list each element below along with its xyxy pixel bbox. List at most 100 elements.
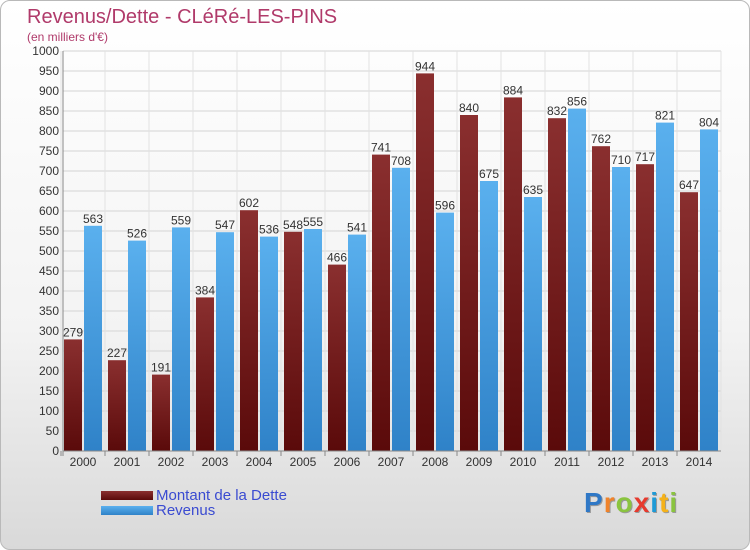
y-tick-label: 600 <box>39 204 59 218</box>
data-label-revenue: 856 <box>567 95 587 109</box>
bar-debt <box>372 154 390 451</box>
y-tick-label: 400 <box>39 284 59 298</box>
data-label-debt: 191 <box>151 361 171 375</box>
bar-revenue <box>700 129 718 451</box>
bar-revenue <box>436 212 454 451</box>
x-tick-label: 2013 <box>642 455 669 469</box>
x-tick-label: 2008 <box>422 455 449 469</box>
data-label-revenue: 708 <box>391 154 411 168</box>
legend-swatch-debt <box>101 491 153 500</box>
data-label-revenue: 555 <box>303 215 323 229</box>
bar-debt <box>108 360 126 451</box>
data-label-revenue: 804 <box>699 115 719 129</box>
x-tick-label: 2006 <box>334 455 361 469</box>
bar-debt <box>328 264 346 451</box>
data-label-debt: 548 <box>283 218 303 232</box>
data-label-revenue: 635 <box>523 183 543 197</box>
data-label-revenue: 559 <box>171 213 191 227</box>
y-tick-label: 500 <box>39 244 59 258</box>
bar-revenue <box>480 181 498 451</box>
x-tick-label: 2001 <box>114 455 141 469</box>
chart-title: Revenus/Dette - CLéRé-LES-PINS <box>27 6 338 28</box>
bar-revenue <box>260 236 278 451</box>
y-tick-label: 900 <box>39 84 59 98</box>
bar-debt <box>196 297 214 451</box>
data-label-debt: 279 <box>63 325 83 339</box>
data-label-debt: 466 <box>327 251 347 265</box>
y-tick-label: 100 <box>39 404 59 418</box>
data-label-revenue: 675 <box>479 167 499 181</box>
y-tick-label: 550 <box>39 224 59 238</box>
bar-revenue <box>392 167 410 452</box>
y-tick-label: 250 <box>39 344 59 358</box>
legend-label-revenue: Revenus <box>156 502 216 519</box>
bar-debt <box>636 164 654 451</box>
x-tick-label: 2005 <box>290 455 317 469</box>
x-tick-label: 2007 <box>378 455 405 469</box>
bar-debt <box>416 73 434 452</box>
data-label-revenue: 563 <box>83 212 103 226</box>
bar-debt <box>152 374 170 451</box>
bar-debt <box>64 339 82 451</box>
y-tick-label: 1000 <box>32 44 59 58</box>
bar-revenue <box>568 108 586 451</box>
y-tick-label: 0 <box>52 444 59 458</box>
bar-revenue <box>304 229 322 451</box>
y-tick-label: 150 <box>39 384 59 398</box>
y-tick-label: 200 <box>39 364 59 378</box>
data-label-debt: 647 <box>679 178 699 192</box>
data-label-debt: 944 <box>415 59 435 73</box>
bar-revenue <box>84 225 102 451</box>
bar-revenue <box>172 227 190 451</box>
data-label-debt: 602 <box>239 196 259 210</box>
bar-revenue <box>656 122 674 451</box>
data-label-revenue: 536 <box>259 223 279 237</box>
chart-subtitle: (en milliers d'€) <box>27 30 108 44</box>
data-label-revenue: 526 <box>127 227 147 241</box>
data-label-debt: 741 <box>371 141 391 155</box>
y-tick-label: 750 <box>39 144 59 158</box>
y-tick-label: 800 <box>39 124 59 138</box>
bar-revenue <box>612 167 630 451</box>
y-tick-label: 350 <box>39 304 59 318</box>
bar-revenue <box>128 240 146 451</box>
legend-label-debt: Montant de la Dette <box>156 487 287 504</box>
data-label-revenue: 541 <box>347 221 367 235</box>
bar-debt <box>504 97 522 452</box>
proxiti-logo: Proxiti <box>584 487 679 518</box>
y-tick-label: 450 <box>39 264 59 278</box>
bar-debt <box>460 115 478 451</box>
x-tick-label: 2002 <box>158 455 185 469</box>
data-label-revenue: 710 <box>611 153 631 167</box>
x-tick-label: 2014 <box>686 455 713 469</box>
data-label-debt: 717 <box>635 150 655 164</box>
bar-revenue <box>216 232 234 451</box>
bar-debt <box>548 118 566 451</box>
bar-revenue <box>524 197 542 451</box>
y-tick-label: 50 <box>46 424 60 438</box>
y-tick-label: 300 <box>39 324 59 338</box>
x-tick-label: 2003 <box>202 455 229 469</box>
y-tick-label: 950 <box>39 64 59 78</box>
y-tick-label: 700 <box>39 164 59 178</box>
bar-debt <box>680 192 698 451</box>
bar-revenue <box>348 234 366 451</box>
y-tick-label: 650 <box>39 184 59 198</box>
data-label-debt: 884 <box>503 83 523 97</box>
data-label-revenue: 821 <box>655 109 675 123</box>
data-label-debt: 840 <box>459 101 479 115</box>
x-tick-label: 2000 <box>70 455 97 469</box>
legend-swatch-revenue <box>101 506 153 515</box>
data-label-debt: 384 <box>195 283 215 297</box>
data-label-revenue: 596 <box>435 199 455 213</box>
y-tick-label: 850 <box>39 104 59 118</box>
x-tick-label: 2009 <box>466 455 493 469</box>
data-label-debt: 227 <box>107 346 127 360</box>
x-tick-label: 2011 <box>554 455 580 469</box>
bar-debt <box>240 210 258 451</box>
x-tick-label: 2010 <box>510 455 537 469</box>
x-tick-label: 2004 <box>246 455 273 469</box>
data-label-debt: 762 <box>591 132 611 146</box>
